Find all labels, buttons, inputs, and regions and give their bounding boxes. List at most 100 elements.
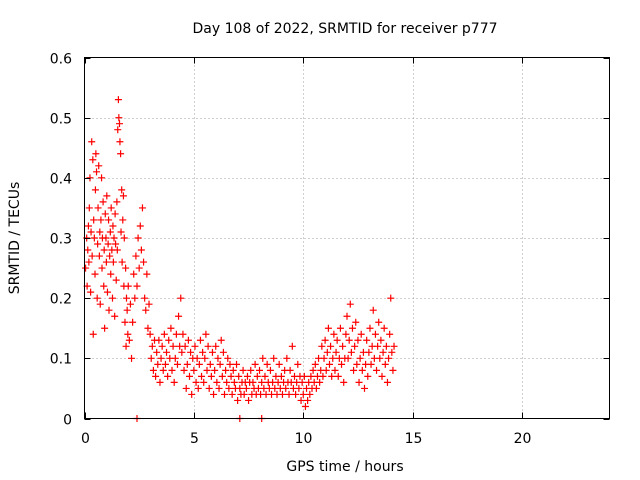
data-point [298, 378, 306, 386]
data-point [157, 354, 165, 362]
data-point [191, 342, 199, 350]
data-point [243, 372, 251, 380]
data-point [336, 324, 344, 332]
data-point [361, 384, 368, 392]
data-point [355, 378, 363, 386]
data-point [205, 384, 213, 392]
data-point [167, 324, 175, 332]
data-point [118, 186, 126, 194]
data-point [223, 378, 231, 386]
data-point [145, 300, 153, 308]
data-point [89, 330, 97, 338]
data-point [113, 198, 121, 206]
data-point [200, 378, 208, 386]
data-point [356, 354, 364, 362]
data-point [188, 390, 196, 398]
data-point [357, 330, 365, 338]
data-point [93, 294, 101, 302]
data-point [326, 360, 333, 368]
data-point [230, 378, 238, 386]
data-point [216, 360, 224, 368]
data-point [292, 390, 300, 398]
data-point [195, 360, 203, 368]
data-point [124, 330, 132, 338]
data-point [160, 330, 168, 338]
data-point [266, 366, 274, 374]
data-point [348, 324, 356, 332]
data-point [330, 330, 338, 338]
axis-ticks [84, 57, 610, 420]
data-point [135, 264, 143, 272]
data-point [198, 372, 206, 380]
data-point [285, 390, 293, 398]
data-point [318, 342, 326, 350]
data-point [297, 396, 305, 404]
data-point [379, 348, 387, 356]
data-point [358, 366, 366, 374]
data-point [371, 330, 379, 338]
data-point [375, 318, 383, 326]
data-point [90, 216, 98, 224]
data-point [95, 252, 103, 260]
data-point [377, 336, 385, 344]
data-point [256, 366, 263, 374]
x-tick-label: 5 [190, 431, 199, 447]
data-point [128, 354, 136, 362]
data-point [208, 348, 216, 356]
data-point [85, 204, 93, 212]
data-point [275, 360, 283, 368]
data-point [228, 390, 236, 398]
data-point [85, 258, 93, 266]
data-point [109, 294, 116, 302]
data-point [116, 120, 123, 128]
data-point [277, 372, 285, 380]
data-point [132, 252, 140, 260]
data-point [346, 300, 354, 308]
data-point [225, 384, 233, 392]
data-point [206, 360, 214, 368]
data-point [376, 354, 384, 362]
data-point [143, 270, 151, 278]
data-point [345, 336, 353, 344]
data-point [386, 330, 394, 338]
data-point [283, 354, 291, 362]
data-point [107, 270, 115, 278]
data-point [190, 366, 198, 374]
data-point [342, 330, 350, 338]
data-point [263, 360, 271, 368]
data-point [86, 174, 94, 182]
data-point [233, 360, 241, 368]
data-point [261, 372, 269, 380]
data-point [339, 342, 347, 350]
data-point [380, 324, 388, 332]
data-point [88, 138, 96, 146]
data-point [148, 342, 156, 350]
data-point [338, 360, 346, 368]
data-point [282, 384, 290, 392]
data-point [96, 300, 104, 308]
data-point [304, 396, 312, 404]
y-tick-labels: 0 0.1 0.2 0.3 0.4 0.5 0.6 [50, 52, 72, 429]
data-point [115, 114, 123, 122]
data-point [98, 174, 106, 182]
data-point [93, 168, 101, 176]
data-point [109, 258, 117, 266]
data-point [182, 384, 190, 392]
data-point [363, 336, 371, 344]
data-point [202, 330, 210, 338]
data-point [239, 366, 247, 374]
data-point [251, 360, 259, 368]
data-point [351, 342, 359, 350]
data-point [87, 288, 95, 296]
data-point [327, 342, 335, 350]
y-tick-label: 0 [63, 413, 72, 429]
data-point [215, 384, 223, 392]
data-point [224, 354, 232, 362]
data-point [229, 366, 237, 374]
data-point [312, 384, 320, 392]
data-point [106, 228, 114, 236]
x-tick-label: 0 [81, 431, 90, 447]
data-point [286, 366, 294, 374]
data-point [105, 216, 113, 224]
